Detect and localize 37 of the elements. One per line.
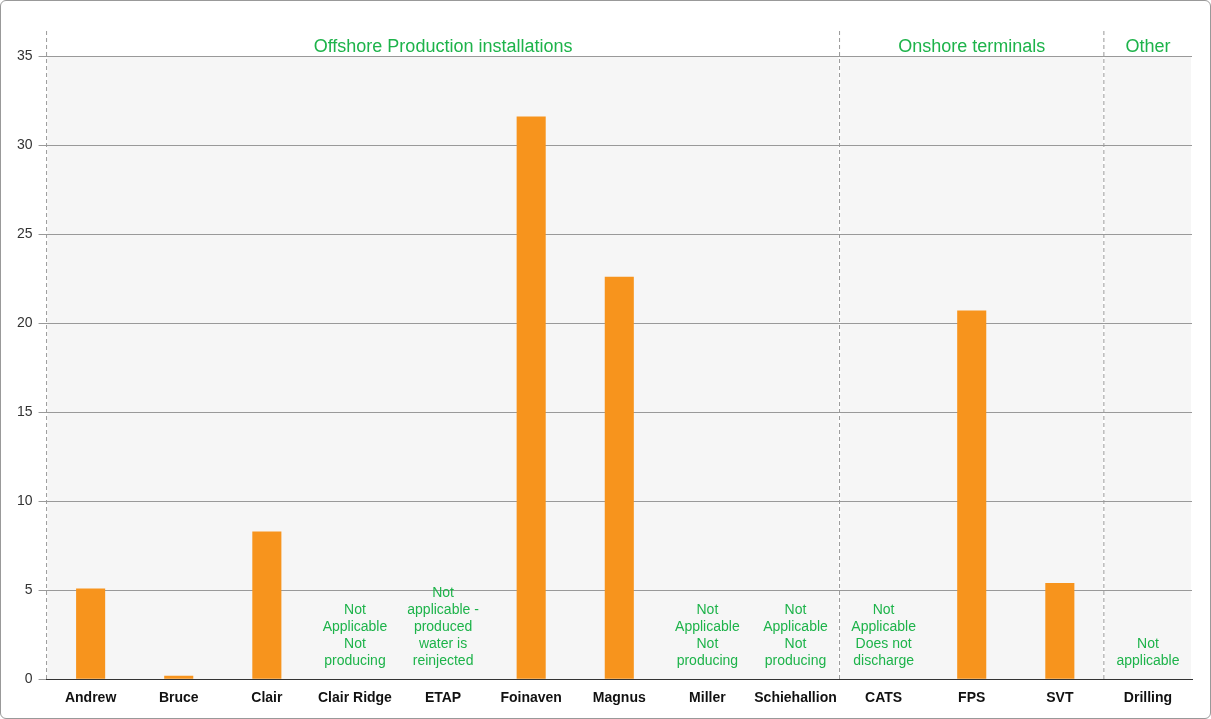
annotation: Not Applicable Not producing — [322, 601, 388, 669]
bar — [76, 588, 106, 679]
y-tick-label: 5 — [24, 581, 33, 598]
x-tick-label: Bruce — [158, 689, 199, 706]
x-tick-label: FPS — [958, 689, 986, 706]
annotation: Not applicable — [1116, 635, 1180, 669]
y-tick-label: 0 — [24, 670, 33, 687]
band-label: Other — [1125, 35, 1171, 56]
bar — [957, 310, 987, 679]
annotation: Not Applicable Does not discharge — [851, 601, 917, 669]
x-tick-label: Schiehallion — [754, 689, 837, 706]
x-tick-label: Foinaven — [500, 689, 562, 706]
x-tick-label: ETAP — [424, 689, 462, 706]
x-tick-label: Magnus — [592, 689, 646, 706]
x-tick-label: Drilling — [1123, 689, 1173, 706]
x-tick-label: Andrew — [64, 689, 117, 706]
y-tick-label: 10 — [16, 492, 33, 508]
bar — [516, 116, 546, 679]
y-tick-label: 30 — [16, 135, 33, 152]
bar — [604, 276, 634, 679]
x-tick-label: Miller — [689, 689, 727, 706]
x-tick-label: Clair — [251, 689, 283, 706]
bar — [164, 675, 194, 679]
band-label: Offshore Production installations — [313, 35, 573, 56]
annotation: Not applicable - produced water is reinjected — [407, 584, 480, 669]
annotation: Not Applicable Not producing — [763, 601, 829, 669]
y-tick-label: 35 — [16, 46, 33, 63]
y-tick-label: 20 — [16, 313, 33, 330]
x-tick-label: Clair Ridge — [318, 689, 393, 706]
bar — [1045, 583, 1075, 679]
x-tick-label: SVT — [1046, 689, 1074, 706]
band-label: Onshore terminals — [898, 35, 1046, 56]
y-tick-label: 25 — [16, 224, 33, 241]
annotation: Not Applicable Not producing — [675, 601, 740, 669]
x-tick-label: CATS — [865, 689, 903, 706]
bar — [252, 531, 282, 679]
y-tick-label: 15 — [16, 402, 33, 419]
